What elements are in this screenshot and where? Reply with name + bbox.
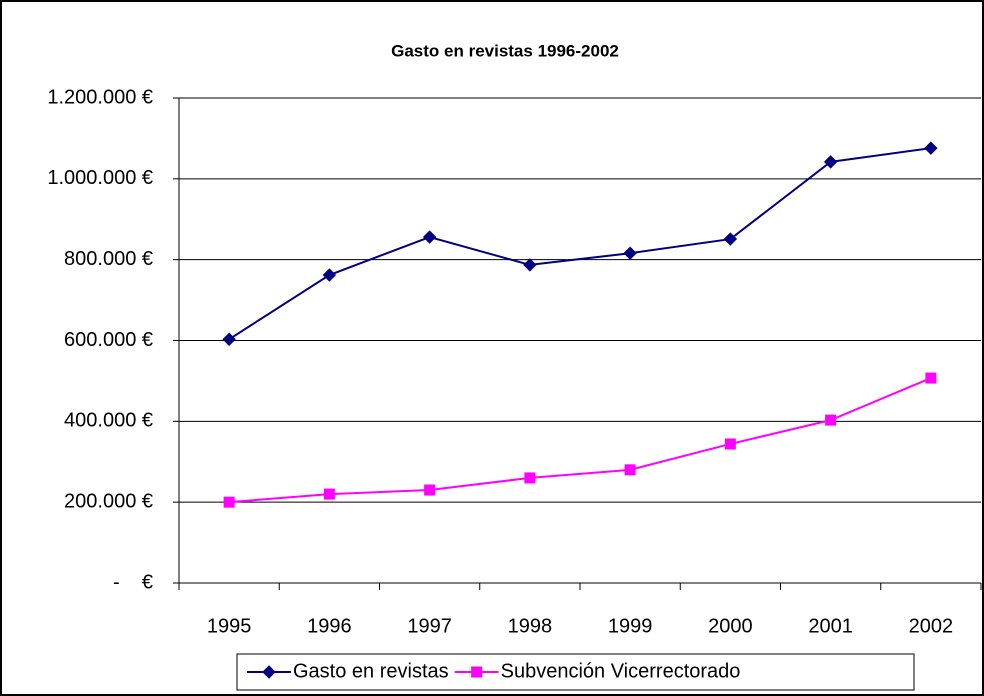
legend-marker: [471, 666, 483, 678]
x-tick-label: 2002: [909, 615, 954, 637]
x-tick-label: 1996: [307, 615, 352, 637]
data-point: [322, 268, 337, 282]
data-point: [724, 438, 736, 450]
y-tick-label: 1.200.000 €: [47, 86, 153, 108]
y-tick-label: 200.000 €: [64, 490, 153, 512]
legend-box: [236, 653, 915, 691]
legend-marker: [262, 665, 276, 679]
x-tick-label: 1998: [508, 615, 553, 637]
data-point: [424, 484, 436, 496]
legend-entry: Gasto en revistas: [293, 660, 449, 682]
data-point: [823, 155, 838, 169]
data-point: [222, 332, 236, 346]
x-tick-label: 1997: [407, 615, 452, 637]
data-point: [524, 472, 536, 484]
y-tick-label: 400.000 €: [64, 410, 153, 432]
data-point: [925, 372, 937, 384]
data-point: [323, 488, 335, 500]
x-tick-label: 2000: [708, 615, 753, 637]
x-tick-label: 2001: [808, 615, 853, 637]
data-point: [623, 246, 637, 260]
data-point: [825, 414, 837, 426]
data-point: [723, 232, 738, 246]
data-point: [523, 258, 537, 272]
data-point: [924, 141, 938, 155]
x-tick-label: 1995: [207, 615, 252, 637]
data-point: [223, 496, 235, 508]
series-line: [228, 147, 932, 341]
data-point: [422, 230, 437, 244]
series-line: [229, 377, 932, 504]
x-tick-label: 1999: [608, 615, 653, 637]
y-tick-label: 1.000.000 €: [47, 167, 153, 189]
chart-title: Gasto en revistas 1996-2002: [391, 41, 619, 60]
y-tick-label: - €: [113, 571, 153, 593]
legend-entry: Subvención Vicerrectorado: [501, 660, 741, 682]
y-tick-label: 600.000 €: [64, 329, 153, 351]
data-point: [624, 464, 636, 476]
y-tick-label: 800.000 €: [64, 248, 153, 270]
